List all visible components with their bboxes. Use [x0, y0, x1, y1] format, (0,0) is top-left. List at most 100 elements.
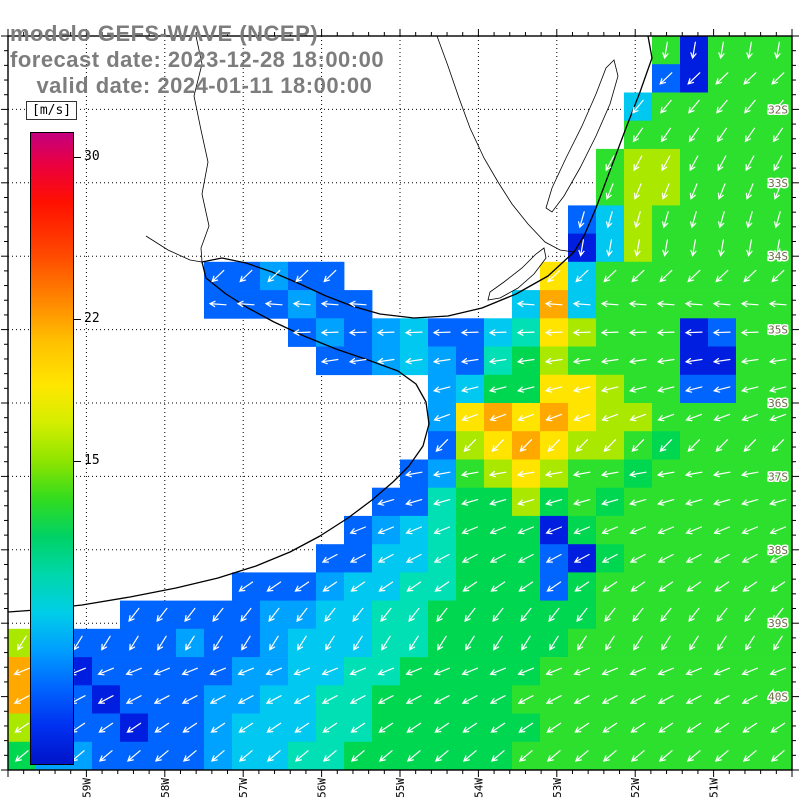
wind-arrow-icon	[572, 470, 591, 478]
wind-arrow-icon	[630, 722, 646, 733]
wind-arrow-icon	[490, 750, 505, 762]
wind-arrow-icon	[686, 722, 702, 733]
wind-arrow-icon	[297, 635, 307, 651]
wind-arrow-icon	[209, 667, 226, 676]
wind-arrow-icon	[348, 329, 367, 336]
river-border-line	[145, 235, 203, 263]
wind-arrow-icon	[14, 722, 30, 733]
colorbar-tick-label: 15	[84, 453, 100, 468]
wind-arrow-icon	[743, 439, 757, 452]
wind-arrow-icon	[578, 211, 585, 229]
wind-arrow-icon	[238, 581, 254, 592]
wind-arrow-icon	[742, 750, 757, 762]
wind-arrow-icon	[741, 526, 758, 535]
wind-arrow-icon	[517, 553, 534, 563]
wind-arrow-icon	[660, 127, 672, 143]
wind-arrow-icon	[658, 581, 674, 592]
wind-arrow-icon	[768, 357, 787, 365]
wind-arrow-icon	[404, 357, 423, 365]
wind-arrow-icon	[687, 72, 701, 85]
wind-arrow-icon	[517, 499, 535, 506]
wind-arrow-icon	[157, 635, 167, 651]
lon-axis-label: 53W	[551, 778, 564, 798]
colorbar-tick-mark	[74, 157, 81, 158]
wind-arrow-icon	[156, 607, 168, 622]
valid-date: valid date: 2024-01-11 18:00:00	[10, 73, 373, 98]
wind-arrow-icon	[717, 183, 726, 200]
wind-arrow-icon	[381, 635, 391, 651]
lon-axis-label: 57W	[237, 778, 250, 798]
wind-arrow-icon	[405, 695, 422, 704]
wind-arrow-icon	[101, 635, 111, 651]
wind-arrow-icon	[690, 41, 697, 60]
wind-arrow-icon	[744, 607, 756, 622]
wind-arrow-icon	[771, 72, 785, 85]
wind-arrow-icon	[518, 750, 533, 762]
wind-arrow-icon	[713, 667, 730, 676]
colorbar	[30, 132, 74, 765]
wind-arrow-icon	[378, 722, 394, 733]
wind-arrow-icon	[772, 607, 784, 622]
wind-arrow-icon	[600, 386, 619, 393]
river-border-line	[436, 35, 575, 253]
lon-axis-label: 58W	[159, 778, 172, 798]
wind-arrow-icon	[267, 269, 281, 283]
wind-arrow-icon	[573, 667, 590, 676]
lon-axis-label: 52W	[629, 778, 642, 798]
wind-arrow-icon	[601, 413, 619, 422]
wind-arrow-icon	[13, 667, 30, 676]
wind-arrow-icon	[573, 499, 591, 506]
wind-arrow-icon	[603, 269, 617, 283]
wind-arrow-icon	[769, 526, 786, 535]
wind-arrow-icon	[349, 553, 366, 563]
wind-arrow-icon	[292, 329, 311, 336]
wind-arrow-icon	[773, 155, 783, 172]
wind-arrow-icon	[432, 329, 451, 336]
wind-arrow-icon	[460, 386, 479, 393]
wind-arrow-icon	[489, 526, 506, 535]
wind-arrow-icon	[718, 239, 725, 257]
wind-arrow-icon	[377, 695, 394, 704]
wind-arrow-icon	[662, 41, 669, 60]
wind-arrow-icon	[544, 386, 563, 393]
wind-arrow-icon	[322, 722, 338, 733]
colorbar-tick-mark	[74, 461, 81, 462]
wind-arrow-icon	[517, 695, 534, 704]
wind-arrow-icon	[774, 211, 781, 229]
wind-arrow-icon	[237, 667, 254, 676]
wind-arrow-icon	[17, 635, 27, 651]
wind-arrow-icon	[718, 211, 725, 229]
wind-arrow-icon	[125, 667, 142, 676]
wind-arrow-icon	[126, 722, 142, 733]
wind-arrow-icon	[462, 750, 477, 762]
wind-arrow-icon	[433, 413, 451, 422]
wind-arrow-icon	[659, 72, 673, 85]
lat-axis-label: 38S	[768, 544, 788, 557]
wind-arrow-icon	[688, 127, 700, 143]
wind-arrow-icon	[153, 667, 170, 676]
wind-arrow-icon	[602, 750, 617, 762]
wind-arrow-icon	[460, 357, 479, 365]
wind-arrow-icon	[239, 269, 253, 283]
wind-arrow-icon	[684, 300, 703, 308]
wind-arrow-icon	[408, 607, 420, 622]
wind-arrow-icon	[773, 183, 782, 200]
wind-arrow-icon	[686, 581, 702, 592]
wind-arrow-icon	[545, 413, 563, 422]
wind-arrow-icon	[549, 635, 559, 651]
wind-arrow-icon	[349, 526, 366, 535]
wind-arrow-icon	[129, 635, 139, 651]
wind-arrow-icon	[350, 722, 366, 733]
wind-arrow-icon	[489, 499, 507, 506]
wind-arrow-icon	[656, 300, 675, 308]
colorbar-tick-mark	[74, 319, 81, 320]
wind-arrow-icon	[661, 155, 671, 172]
wind-arrow-icon	[349, 695, 366, 704]
wind-arrow-icon	[521, 635, 531, 651]
lon-axis-label: 56W	[316, 778, 329, 798]
wind-arrow-icon	[432, 357, 451, 365]
wind-arrow-icon	[98, 750, 113, 762]
wind-arrow-icon	[689, 183, 698, 200]
wind-arrow-icon	[718, 41, 725, 60]
